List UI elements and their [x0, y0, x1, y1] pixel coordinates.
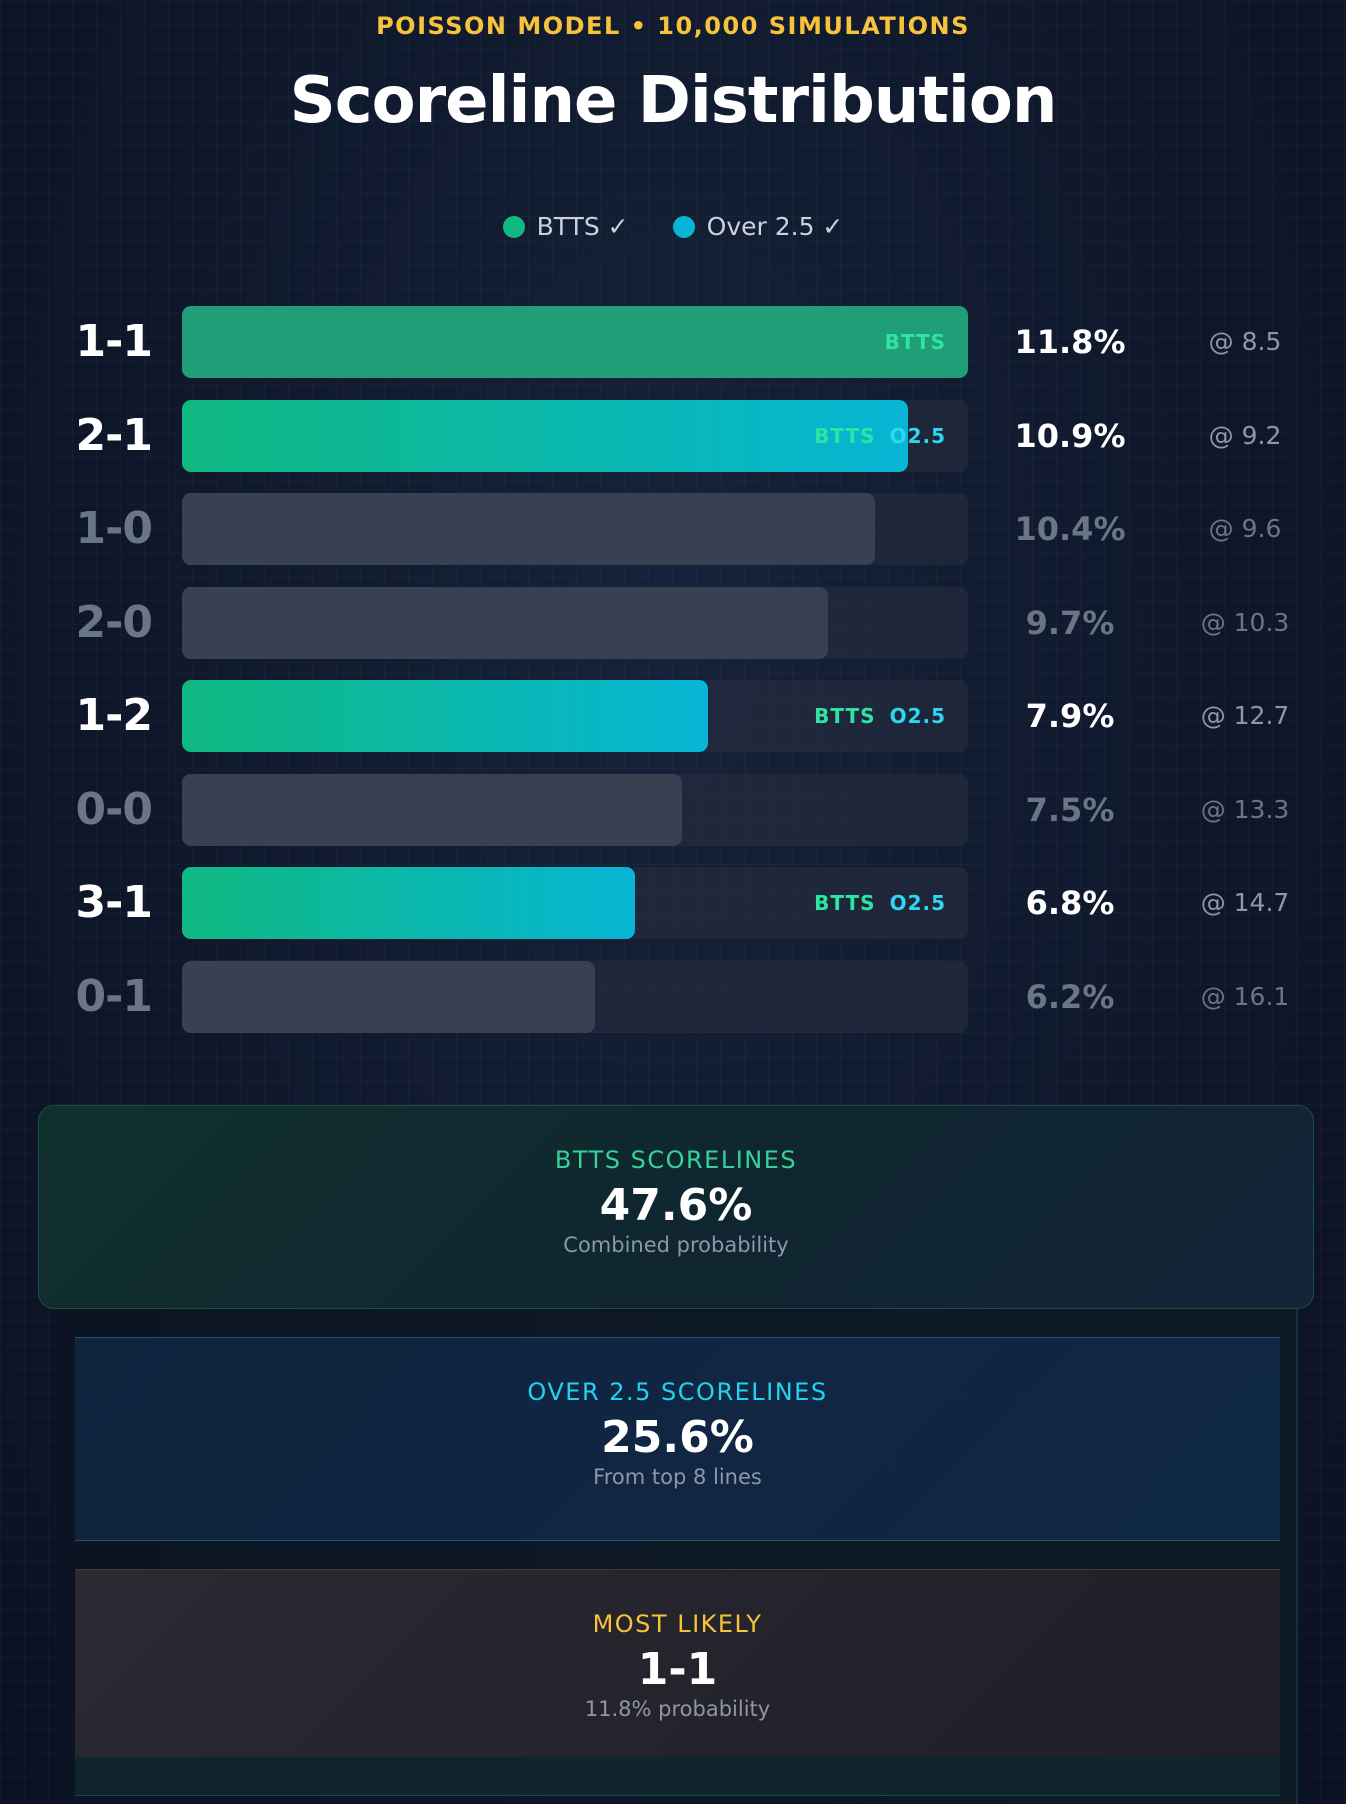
bar-tags: BTTS O2.5: [814, 867, 946, 939]
scoreline-label: 2-1: [75, 409, 154, 461]
legend-dot-btts: [502, 215, 525, 238]
scoreline-label: 0-1: [75, 970, 154, 1022]
legend-label-over: Over 2.5 ✓: [706, 212, 844, 241]
over-summary-value: 25.6%: [601, 1412, 754, 1463]
btts-tag: BTTS: [884, 330, 946, 354]
probability-bar: [182, 306, 968, 378]
odds-label: @ 14.7: [1200, 888, 1290, 917]
scoreline-label: 3-1: [75, 877, 154, 928]
probability-bar: [182, 773, 682, 846]
probability-label: 10.9%: [1014, 416, 1126, 455]
legend-item-over: Over 2.5 ✓: [672, 212, 844, 241]
chart-row: 0-0 7.5% @ 13.3: [0, 773, 1346, 846]
page-title: Scoreline Distribution: [289, 64, 1058, 138]
probability-bar: [182, 586, 829, 659]
summary-footer-strip: [75, 1757, 1280, 1796]
probability-bar: [182, 960, 595, 1033]
probability-label: 7.9%: [1025, 697, 1115, 735]
bar-track: [182, 586, 968, 659]
bar-tags: BTTS O2.5: [814, 680, 946, 752]
bar-track: BTTS O2.5: [182, 680, 968, 752]
odds-label: @ 9.6: [1208, 514, 1282, 543]
legend-label-btts: BTTS ✓: [536, 212, 629, 241]
scoreline-label: 0-0: [75, 783, 154, 835]
bar-track: [182, 960, 968, 1033]
probability-label: 6.8%: [1025, 884, 1115, 922]
bar-tags: BTTS: [885, 306, 946, 378]
probability-label: 9.7%: [1025, 603, 1115, 642]
scoreline-label: 1-1: [75, 316, 154, 367]
likely-summary-value: 1-1: [637, 1644, 718, 1695]
btts-tag: BTTS: [814, 423, 876, 448]
scoreline-label: 1-0: [75, 503, 154, 554]
likely-summary-label: MOST LIKELY: [592, 1610, 763, 1638]
probability-label: 10.4%: [1014, 510, 1126, 548]
chart-row: 1-1 BTTS 11.8% @ 8.5: [0, 306, 1346, 378]
over-tag: O2.5: [889, 423, 946, 448]
probability-bar: [182, 867, 635, 939]
legend-dot-over: [672, 215, 695, 238]
odds-label: @ 8.5: [1208, 327, 1282, 356]
btts-summary-label: BTTS SCORELINES: [554, 1146, 798, 1174]
bar-track: BTTS O2.5: [182, 867, 968, 939]
chart-row: 2-0 9.7% @ 10.3: [0, 586, 1346, 659]
probability-bar: [182, 399, 909, 472]
probability-label: 11.8%: [1014, 323, 1126, 361]
chart-row: 1-0 10.4% @ 9.6: [0, 493, 1346, 565]
bar-track: [182, 773, 968, 846]
likely-summary-sub: 11.8% probability: [584, 1697, 771, 1721]
odds-label: @ 9.2: [1208, 420, 1282, 450]
summary-card-most-likely: MOST LIKELY 1-1 11.8% probability: [75, 1569, 1280, 1758]
bar-track: BTTS O2.5: [182, 399, 968, 472]
chart-row: 1-2 BTTS O2.5 7.9% @ 12.7: [0, 680, 1346, 752]
legend-item-btts: BTTS ✓: [502, 212, 629, 241]
btts-tag: BTTS: [814, 704, 876, 728]
summary-card-btts: BTTS SCORELINES 47.6% Combined probabili…: [38, 1105, 1314, 1309]
probability-label: 6.2%: [1025, 977, 1115, 1016]
odds-label: @ 12.7: [1200, 701, 1290, 730]
model-eyebrow: POISSON MODEL • 10,000 SIMULATIONS: [376, 12, 970, 40]
scoreline-label: 1-2: [75, 690, 154, 741]
summary-card-over: OVER 2.5 SCORELINES 25.6% From top 8 lin…: [75, 1337, 1280, 1541]
btts-tag: BTTS: [814, 891, 876, 915]
odds-label: @ 13.3: [1200, 794, 1290, 824]
bar-track: [182, 493, 968, 565]
chart-row: 3-1 BTTS O2.5 6.8% @ 14.7: [0, 867, 1346, 939]
bar-tags: BTTS O2.5: [814, 400, 946, 472]
bar-track: BTTS: [182, 306, 968, 378]
btts-summary-value: 47.6%: [599, 1180, 753, 1231]
scoreline-label: 2-0: [75, 596, 154, 648]
probability-bar: [182, 680, 709, 752]
odds-label: @ 16.1: [1200, 981, 1290, 1011]
over-summary-label: OVER 2.5 SCORELINES: [527, 1378, 828, 1406]
over-summary-sub: From top 8 lines: [593, 1465, 762, 1489]
over-tag: O2.5: [889, 891, 946, 915]
probability-label: 7.5%: [1025, 790, 1115, 829]
over-tag: O2.5: [889, 704, 946, 728]
btts-summary-sub: Combined probability: [563, 1233, 789, 1257]
probability-bar: [182, 493, 875, 565]
chart-legend: BTTS ✓ Over 2.5 ✓: [0, 212, 1346, 241]
chart-row: 0-1 6.2% @ 16.1: [0, 960, 1346, 1033]
odds-label: @ 10.3: [1200, 607, 1290, 637]
chart-row: 2-1 BTTS O2.5 10.9% @ 9.2: [0, 399, 1346, 472]
